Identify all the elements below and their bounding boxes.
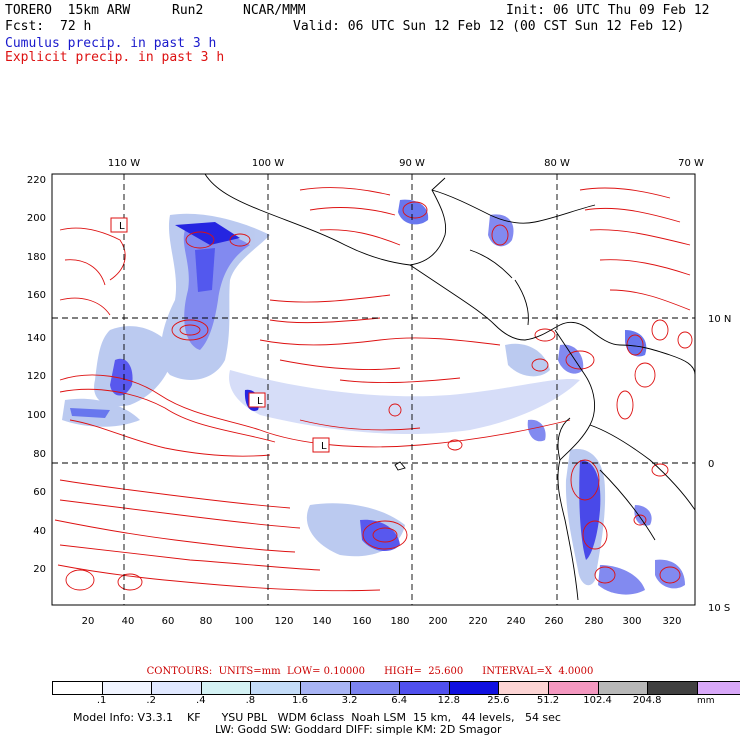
colorbar-label: .8 <box>245 695 256 706</box>
left-grid-label: 100 <box>27 410 46 421</box>
left-grid-label: 40 <box>33 526 46 537</box>
colorbar-label: 6.4 <box>391 695 408 706</box>
org-label: NCAR/MMM <box>243 3 306 18</box>
low-marker-2: L <box>257 396 263 407</box>
colorbar-swatch <box>499 682 549 694</box>
colorbar-label: .1 <box>96 695 107 706</box>
run-label: Run2 <box>172 3 204 18</box>
physics-info: LW: Godd SW: Goddard DIFF: simple KM: 2D… <box>215 723 502 736</box>
colorbar-swatch <box>152 682 202 694</box>
colorbar-label: 204.8 <box>632 695 662 706</box>
model-title: TORERO 15km ARW <box>5 3 131 18</box>
bottom-grid-label: 220 <box>468 616 487 627</box>
colorbar-label: 12.8 <box>437 695 460 706</box>
right-lat-label: 10 N <box>708 314 731 325</box>
top-lon-label: 80 W <box>544 158 570 169</box>
colorbar-label: 3.2 <box>341 695 358 706</box>
left-grid-label: 160 <box>27 290 46 301</box>
left-grid-label: 120 <box>27 371 46 382</box>
left-grid-label: 20 <box>33 564 46 575</box>
colorbar-swatch <box>201 682 252 694</box>
colorbar-swatch <box>598 682 649 694</box>
precip-colorbar <box>52 681 740 695</box>
colorbar-swatch <box>548 682 599 694</box>
left-grid-label: 200 <box>27 213 46 224</box>
bottom-grid-label: 120 <box>274 616 293 627</box>
colorbar-units: mm <box>697 696 715 706</box>
low-pressure-markers <box>110 217 330 453</box>
left-grid-label: 80 <box>33 449 46 460</box>
colorbar-swatch <box>697 682 740 694</box>
graticule <box>52 174 695 605</box>
colorbar-label: .4 <box>196 695 206 706</box>
forecast-hours: 72 h <box>60 19 92 34</box>
left-grid-label: 60 <box>33 487 46 498</box>
colorbar-swatch <box>350 682 401 694</box>
colorbar-swatch <box>648 682 698 694</box>
bottom-grid-label: 80 <box>200 616 213 627</box>
colorbar-label: .2 <box>146 695 156 706</box>
left-grid-label: 220 <box>27 175 46 186</box>
explicit-legend: Explicit precip. in past 3 h <box>5 50 225 65</box>
bottom-grid-label: 280 <box>584 616 603 627</box>
colorbar-swatch <box>449 682 500 694</box>
bottom-grid-label: 240 <box>506 616 525 627</box>
top-lon-label: 100 W <box>252 158 284 169</box>
contours-info: CONTOURS: UNITS=mm LOW= 0.10000 HIGH= 25… <box>146 666 594 677</box>
colorbar-label: 102.4 <box>583 695 612 706</box>
colorbar-swatch <box>251 682 301 694</box>
bottom-grid-label: 60 <box>162 616 175 627</box>
left-grid-label: 180 <box>27 252 46 263</box>
top-lon-label: 110 W <box>108 158 140 169</box>
right-lat-label: 0 <box>708 459 714 470</box>
coastlines <box>204 174 695 601</box>
right-lat-label: 10 S <box>708 603 730 614</box>
cumulus-legend: Cumulus precip. in past 3 h <box>5 36 217 51</box>
colorbar-swatch <box>300 682 351 694</box>
explicit-precip-contours <box>54 187 693 592</box>
bottom-grid-label: 180 <box>390 616 409 627</box>
bottom-grid-label: 160 <box>352 616 371 627</box>
bottom-grid-label: 260 <box>544 616 563 627</box>
top-lon-label: 70 W <box>678 158 704 169</box>
left-grid-label: 140 <box>27 333 46 344</box>
bottom-grid-label: 20 <box>82 616 95 627</box>
model-info: Model Info: V3.3.1 KF YSU PBL WDM 6class… <box>73 711 561 724</box>
init-time: Init: 06 UTC Thu 09 Feb 12 <box>506 3 710 18</box>
colorbar-label: 1.6 <box>292 695 308 706</box>
bottom-grid-label: 100 <box>234 616 253 627</box>
low-marker-3: L <box>321 441 327 452</box>
bottom-grid-label: 40 <box>122 616 135 627</box>
forecast-label: Fcst: <box>5 19 45 34</box>
bottom-grid-label: 200 <box>428 616 447 627</box>
colorbar-swatch <box>53 682 103 694</box>
top-lon-label: 90 W <box>399 158 425 169</box>
colorbar-label: 51.2 <box>536 695 560 706</box>
colorbar-label: 25.6 <box>487 695 510 706</box>
colorbar-swatch <box>102 682 153 694</box>
colorbar-swatch <box>400 682 450 694</box>
bottom-grid-label: 140 <box>312 616 331 627</box>
bottom-grid-label: 300 <box>622 616 641 627</box>
precip-shading <box>62 199 685 595</box>
low-marker-1: L <box>119 221 125 232</box>
bottom-grid-label: 320 <box>662 616 681 627</box>
valid-time: Valid: 06 UTC Sun 12 Feb 12 (00 CST Sun … <box>293 19 685 34</box>
